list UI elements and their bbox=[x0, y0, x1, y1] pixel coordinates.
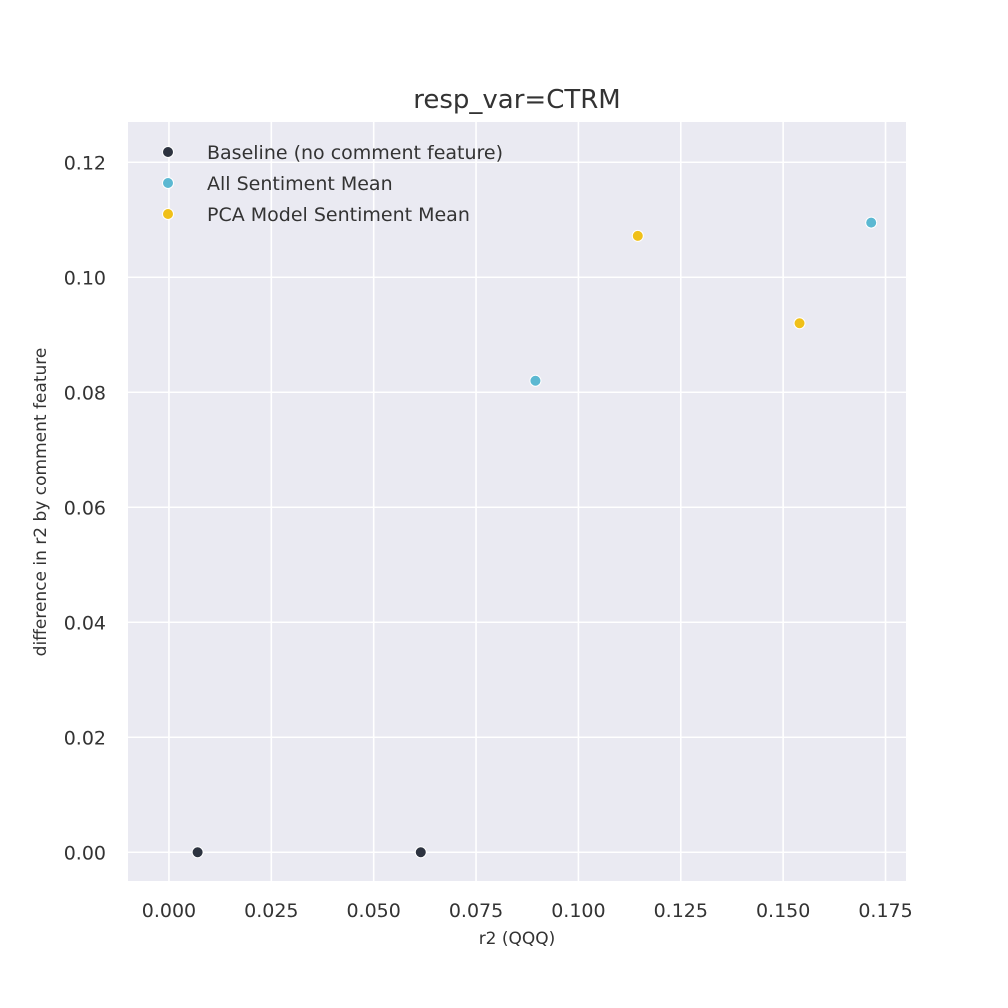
data-point bbox=[793, 317, 806, 330]
plot-background bbox=[128, 122, 906, 881]
x-tick-label: 0.175 bbox=[858, 900, 912, 922]
y-tick-label: 0.02 bbox=[64, 727, 106, 749]
legend-marker bbox=[162, 146, 174, 158]
y-tick-label: 0.12 bbox=[64, 152, 106, 174]
y-axis-label: difference in r2 by comment feature bbox=[31, 348, 51, 657]
x-tick-label: 0.125 bbox=[654, 900, 708, 922]
legend-label: Baseline (no comment feature) bbox=[207, 142, 503, 164]
legend: Baseline (no comment feature) All Sentime… bbox=[162, 142, 503, 226]
legend-marker bbox=[162, 208, 174, 220]
x-tick-label: 0.025 bbox=[244, 900, 298, 922]
x-tick-label: 0.050 bbox=[346, 900, 400, 922]
y-tick-label: 0.06 bbox=[64, 497, 106, 519]
data-point bbox=[631, 229, 644, 242]
data-point bbox=[529, 374, 542, 387]
y-tick-label: 0.08 bbox=[64, 382, 106, 404]
grid-lines bbox=[128, 122, 906, 881]
y-tick-label: 0.00 bbox=[64, 842, 106, 864]
x-axis-label: r2 (QQQ) bbox=[479, 929, 556, 949]
data-point bbox=[191, 846, 204, 859]
legend-marker bbox=[162, 177, 174, 189]
data-point bbox=[865, 216, 878, 229]
x-tick-label: 0.000 bbox=[142, 900, 196, 922]
y-tick-label: 0.10 bbox=[64, 267, 106, 289]
x-tick-label: 0.075 bbox=[449, 900, 503, 922]
x-tick-labels: 0.000 0.025 0.050 0.075 0.100 0.125 0.150 0.175 bbox=[142, 900, 913, 922]
data-points bbox=[191, 216, 878, 859]
data-point bbox=[414, 846, 427, 859]
chart-title: resp_var=CTRM bbox=[413, 85, 621, 115]
x-tick-label: 0.150 bbox=[756, 900, 810, 922]
y-tick-labels: 0.00 0.02 0.04 0.06 0.08 0.10 0.12 bbox=[64, 152, 106, 864]
y-tick-label: 0.04 bbox=[64, 612, 106, 634]
legend-label: All Sentiment Mean bbox=[207, 173, 393, 195]
legend-label: PCA Model Sentiment Mean bbox=[207, 204, 470, 226]
x-tick-label: 0.100 bbox=[551, 900, 605, 922]
